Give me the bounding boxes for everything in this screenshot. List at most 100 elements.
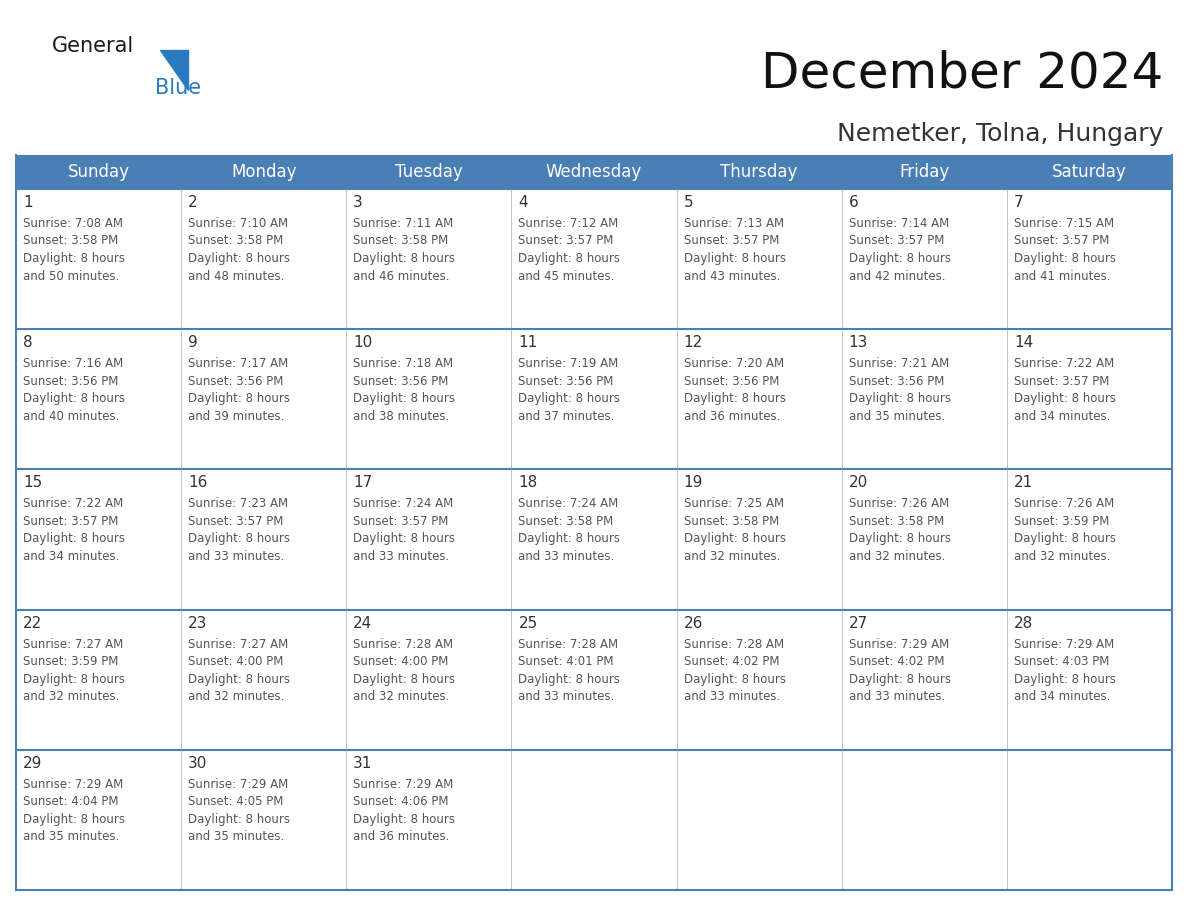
Text: Daylight: 8 hours: Daylight: 8 hours <box>1013 532 1116 545</box>
Text: Sunrise: 7:23 AM: Sunrise: 7:23 AM <box>188 498 289 510</box>
Bar <box>15 610 181 750</box>
Text: and 39 minutes.: and 39 minutes. <box>188 409 284 422</box>
Bar <box>15 189 181 330</box>
Text: Saturday: Saturday <box>1053 163 1126 181</box>
Bar <box>181 750 346 890</box>
Text: Daylight: 8 hours: Daylight: 8 hours <box>518 392 620 405</box>
Bar <box>346 610 511 750</box>
Text: Sunset: 3:57 PM: Sunset: 3:57 PM <box>1013 234 1110 248</box>
Text: and 48 minutes.: and 48 minutes. <box>188 270 284 283</box>
Text: Sunset: 3:57 PM: Sunset: 3:57 PM <box>683 234 779 248</box>
Text: and 34 minutes.: and 34 minutes. <box>1013 409 1111 422</box>
Bar <box>181 330 346 469</box>
Text: 12: 12 <box>683 335 703 350</box>
Text: 24: 24 <box>353 616 373 631</box>
Text: Sunday: Sunday <box>68 163 129 181</box>
Text: 14: 14 <box>1013 335 1034 350</box>
Text: Sunset: 4:06 PM: Sunset: 4:06 PM <box>353 795 449 809</box>
Text: and 34 minutes.: and 34 minutes. <box>1013 690 1111 703</box>
Bar <box>511 469 677 610</box>
Text: Thursday: Thursday <box>720 163 798 181</box>
Text: 19: 19 <box>683 476 703 490</box>
Text: Sunset: 3:57 PM: Sunset: 3:57 PM <box>518 234 614 248</box>
Text: Sunrise: 7:10 AM: Sunrise: 7:10 AM <box>188 217 289 230</box>
Text: Sunrise: 7:16 AM: Sunrise: 7:16 AM <box>23 357 124 370</box>
Text: 20: 20 <box>848 476 868 490</box>
Bar <box>1007 750 1173 890</box>
Text: Sunrise: 7:15 AM: Sunrise: 7:15 AM <box>1013 217 1114 230</box>
Bar <box>677 189 842 330</box>
Text: 28: 28 <box>1013 616 1034 631</box>
Text: Daylight: 8 hours: Daylight: 8 hours <box>848 673 950 686</box>
Text: Sunrise: 7:28 AM: Sunrise: 7:28 AM <box>353 638 454 651</box>
Text: 5: 5 <box>683 195 693 210</box>
Text: 27: 27 <box>848 616 868 631</box>
Text: Daylight: 8 hours: Daylight: 8 hours <box>353 812 455 826</box>
Text: Sunrise: 7:24 AM: Sunrise: 7:24 AM <box>353 498 454 510</box>
Text: Sunset: 3:57 PM: Sunset: 3:57 PM <box>1013 375 1110 387</box>
Text: Friday: Friday <box>899 163 949 181</box>
Text: Sunset: 3:59 PM: Sunset: 3:59 PM <box>23 655 119 668</box>
Text: and 43 minutes.: and 43 minutes. <box>683 270 781 283</box>
Text: Daylight: 8 hours: Daylight: 8 hours <box>683 252 785 265</box>
Text: Daylight: 8 hours: Daylight: 8 hours <box>848 252 950 265</box>
Text: Sunset: 3:58 PM: Sunset: 3:58 PM <box>188 234 284 248</box>
Text: Sunrise: 7:14 AM: Sunrise: 7:14 AM <box>848 217 949 230</box>
Text: 3: 3 <box>353 195 364 210</box>
Bar <box>181 189 346 330</box>
Text: Sunrise: 7:17 AM: Sunrise: 7:17 AM <box>188 357 289 370</box>
Bar <box>1007 330 1173 469</box>
Bar <box>15 155 1173 189</box>
Text: Monday: Monday <box>230 163 297 181</box>
Text: and 33 minutes.: and 33 minutes. <box>353 550 449 563</box>
Bar <box>1007 189 1173 330</box>
Text: and 35 minutes.: and 35 minutes. <box>23 830 119 844</box>
Text: Sunset: 4:00 PM: Sunset: 4:00 PM <box>188 655 284 668</box>
Text: Daylight: 8 hours: Daylight: 8 hours <box>188 673 290 686</box>
Text: and 42 minutes.: and 42 minutes. <box>848 270 946 283</box>
Text: Sunrise: 7:26 AM: Sunrise: 7:26 AM <box>848 498 949 510</box>
Bar <box>346 189 511 330</box>
Text: 30: 30 <box>188 756 208 771</box>
Text: and 32 minutes.: and 32 minutes. <box>23 690 119 703</box>
Text: and 32 minutes.: and 32 minutes. <box>683 550 781 563</box>
Bar <box>677 330 842 469</box>
Bar <box>181 610 346 750</box>
Text: 13: 13 <box>848 335 868 350</box>
Text: Sunset: 3:59 PM: Sunset: 3:59 PM <box>1013 515 1110 528</box>
Bar <box>346 330 511 469</box>
Text: General: General <box>52 36 134 56</box>
Text: Sunrise: 7:28 AM: Sunrise: 7:28 AM <box>683 638 784 651</box>
Text: Sunset: 3:56 PM: Sunset: 3:56 PM <box>353 375 449 387</box>
Bar <box>511 189 677 330</box>
Text: and 34 minutes.: and 34 minutes. <box>23 550 119 563</box>
Text: Sunset: 3:56 PM: Sunset: 3:56 PM <box>23 375 119 387</box>
Text: 16: 16 <box>188 476 208 490</box>
Text: Sunrise: 7:25 AM: Sunrise: 7:25 AM <box>683 498 784 510</box>
Text: Sunrise: 7:08 AM: Sunrise: 7:08 AM <box>23 217 124 230</box>
Text: Daylight: 8 hours: Daylight: 8 hours <box>188 812 290 826</box>
Text: 2: 2 <box>188 195 197 210</box>
Text: Daylight: 8 hours: Daylight: 8 hours <box>188 392 290 405</box>
Text: Sunset: 3:58 PM: Sunset: 3:58 PM <box>683 515 779 528</box>
Text: Daylight: 8 hours: Daylight: 8 hours <box>1013 673 1116 686</box>
Text: Daylight: 8 hours: Daylight: 8 hours <box>683 392 785 405</box>
Bar <box>677 610 842 750</box>
Text: Sunset: 4:02 PM: Sunset: 4:02 PM <box>848 655 944 668</box>
Bar <box>1007 610 1173 750</box>
Text: 7: 7 <box>1013 195 1024 210</box>
Bar <box>181 469 346 610</box>
Text: and 32 minutes.: and 32 minutes. <box>353 690 450 703</box>
Text: Daylight: 8 hours: Daylight: 8 hours <box>353 673 455 686</box>
Text: 9: 9 <box>188 335 198 350</box>
Text: Sunrise: 7:21 AM: Sunrise: 7:21 AM <box>848 357 949 370</box>
Text: Sunrise: 7:29 AM: Sunrise: 7:29 AM <box>1013 638 1114 651</box>
Text: 15: 15 <box>23 476 43 490</box>
Text: Sunset: 3:57 PM: Sunset: 3:57 PM <box>353 515 449 528</box>
Text: and 33 minutes.: and 33 minutes. <box>518 690 614 703</box>
Text: and 35 minutes.: and 35 minutes. <box>848 409 944 422</box>
Text: Daylight: 8 hours: Daylight: 8 hours <box>518 532 620 545</box>
Bar <box>842 610 1007 750</box>
Text: and 38 minutes.: and 38 minutes. <box>353 409 449 422</box>
Text: 17: 17 <box>353 476 373 490</box>
